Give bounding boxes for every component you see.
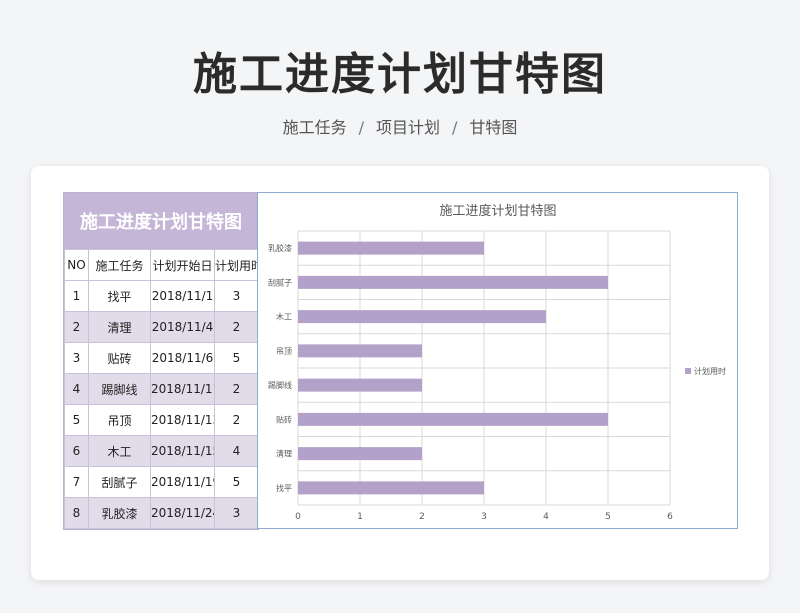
chart-gridlines [297,230,671,506]
cell-days: 3 [214,280,259,312]
cell-start: 2018/11/6 [150,342,215,374]
cell-start: 2018/11/11 [150,373,215,405]
table-row[interactable]: 2 清理 2018/11/4 2 [64,311,259,343]
cell-no: 8 [64,497,89,529]
schedule-sheet: 施工进度计划甘特图 NO 施工任务 计划开始日 计划用时 1 找平 2018/1… [63,192,259,530]
cell-task: 找平 [88,280,151,312]
cell-days: 5 [214,342,259,374]
breadcrumb-separator: / [358,118,364,137]
chart-x-tick-label: 0 [295,512,301,522]
schedule-table: NO 施工任务 计划开始日 计划用时 1 找平 2018/11/1 3 2 清理… [64,249,259,529]
chart-legend: 计划用时 [685,366,726,376]
cell-start: 2018/11/1 [150,280,215,312]
cell-days: 3 [214,497,259,529]
chart-bar [298,275,608,289]
table-row[interactable]: 8 乳胶漆 2018/11/24 3 [64,497,259,529]
cell-days: 4 [214,435,259,467]
breadcrumb-item[interactable]: 项目计划 [375,118,440,137]
sheet-title: 施工进度计划甘特图 [64,193,258,249]
legend-label: 计划用时 [694,366,726,376]
chart-x-tick-label: 5 [605,512,611,522]
chart-category-label: 吊顶 [276,347,292,356]
chart-bar [298,310,546,324]
table-row[interactable]: 6 木工 2018/11/15 4 [64,435,259,467]
cell-task: 贴砖 [88,342,151,374]
breadcrumb-item[interactable]: 甘特图 [469,118,518,137]
table-row[interactable]: 4 踢脚线 2018/11/11 2 [64,373,259,405]
chart-x-tick-label: 3 [481,512,487,522]
chart-category-label: 清理 [276,449,292,459]
breadcrumb-separator: / [452,118,458,137]
cell-days: 2 [214,404,259,436]
cell-no: 7 [64,466,89,498]
chart-category-label: 乳胶漆 [268,243,292,253]
chart-x-tick-label: 6 [667,512,673,522]
chart-bar [298,412,608,426]
breadcrumb: 施工任务 / 项目计划 / 甘特图 [0,114,800,138]
chart-bar [298,241,484,255]
cell-start: 2018/11/24 [150,497,215,529]
legend-swatch [685,368,691,374]
chart-bar [298,481,484,495]
page-title: 施工进度计划甘特图 [193,49,607,100]
cell-start: 2018/11/19 [150,466,215,498]
cell-no: 2 [64,311,89,343]
cell-start: 2018/11/4 [150,311,215,343]
cell-task: 刮腻子 [88,466,151,498]
chart-x-tick-label: 4 [543,512,549,522]
column-header-no: NO [64,249,89,281]
table-row[interactable]: 5 吊顶 2018/11/13 2 [64,404,259,436]
chart-bar [298,447,422,461]
table-row[interactable]: 7 刮腻子 2018/11/19 5 [64,466,259,498]
breadcrumb-item[interactable]: 施工任务 [282,118,347,137]
cell-no: 1 [64,280,89,312]
chart-category-label: 刮腻子 [268,277,292,287]
chart-category-label: 贴砖 [276,414,292,424]
cell-task: 乳胶漆 [88,497,151,529]
column-header-days: 计划用时 [214,249,259,281]
chart-bar [298,344,422,358]
chart-x-tick-labels: 0 1 2 3 4 5 6 [295,512,673,522]
chart-x-tick-label: 1 [357,512,363,522]
cell-task: 吊顶 [88,404,151,436]
table-row[interactable]: 3 贴砖 2018/11/6 5 [64,342,259,374]
chart-category-label: 木工 [276,312,292,322]
cell-days: 2 [214,311,259,343]
cell-days: 2 [214,373,259,405]
cell-task: 木工 [88,435,151,467]
column-header-task: 施工任务 [88,249,151,281]
gantt-chart: 施工进度计划甘特图 乳胶漆刮腻子木工吊顶踢脚线贴砖清理找平 0 1 2 3 4 5 6 计划… [257,192,738,529]
cell-task: 踢脚线 [88,373,151,405]
schedule-table-body: 1 找平 2018/11/1 3 2 清理 2018/11/4 2 3 贴砖 2… [64,280,259,529]
chart-category-label: 踢脚线 [268,380,292,390]
chart-bar [298,378,422,392]
column-header-start: 计划开始日 [150,249,215,281]
cell-start: 2018/11/15 [150,435,215,467]
cell-no: 3 [64,342,89,374]
cell-start: 2018/11/13 [150,404,215,436]
chart-title: 施工进度计划甘特图 [439,203,556,219]
table-row[interactable]: 1 找平 2018/11/1 3 [64,280,259,312]
table-header-row: NO 施工任务 计划开始日 计划用时 [64,249,259,281]
cell-days: 5 [214,466,259,498]
cell-no: 4 [64,373,89,405]
cell-no: 5 [64,404,89,436]
cell-task: 清理 [88,311,151,343]
chart-category-label: 找平 [276,483,292,493]
chart-bars [298,241,608,495]
chart-x-tick-label: 2 [419,512,425,522]
cell-no: 6 [64,435,89,467]
